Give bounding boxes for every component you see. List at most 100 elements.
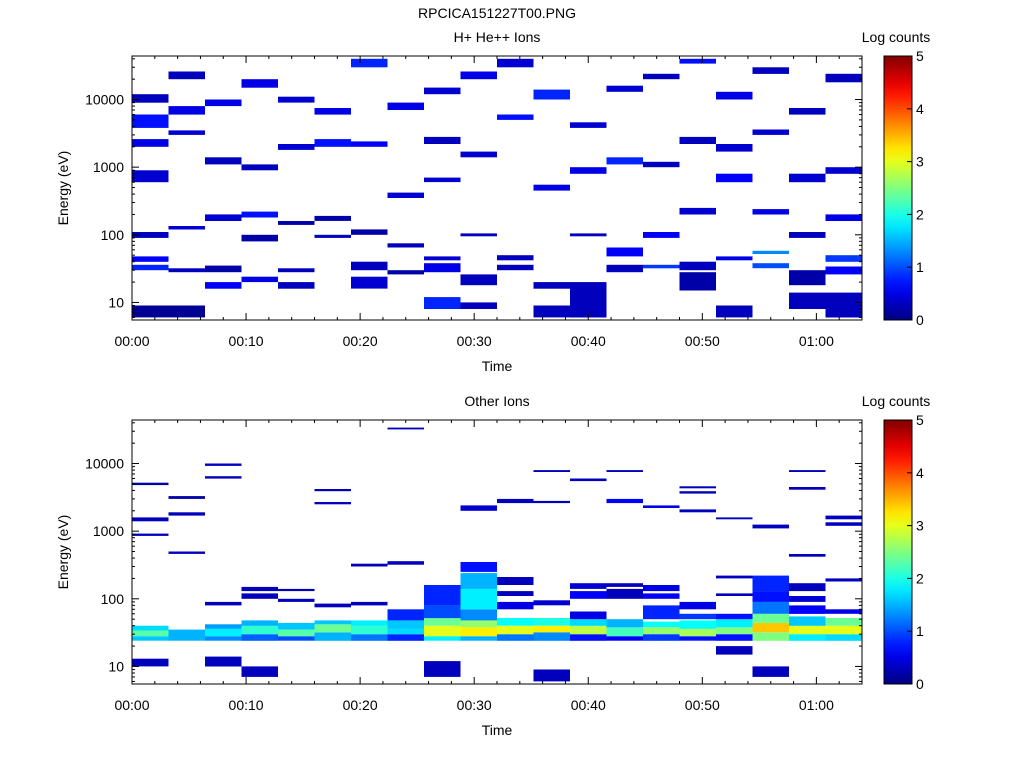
heatmap-cell bbox=[424, 177, 461, 183]
heatmap-cell bbox=[168, 496, 205, 499]
heatmap-cell bbox=[716, 646, 753, 655]
heatmap-cell bbox=[643, 161, 680, 168]
x-tick-label: 00:50 bbox=[685, 333, 720, 349]
heatmap-cell bbox=[424, 625, 461, 637]
heatmap-cell bbox=[132, 232, 169, 238]
heatmap-cell bbox=[387, 192, 424, 198]
heatmap-cell bbox=[424, 661, 461, 677]
heatmap-cell bbox=[314, 632, 351, 641]
heatmap-cell bbox=[205, 601, 242, 606]
heatmap-cell bbox=[168, 226, 205, 230]
heatmap-cell bbox=[570, 625, 607, 635]
x-tick-label: 01:00 bbox=[799, 697, 834, 713]
heatmap-cell bbox=[789, 616, 826, 626]
heatmap-cell bbox=[497, 634, 534, 641]
heatmap-cell bbox=[570, 478, 607, 482]
colorbar-tick-label: 0 bbox=[916, 676, 924, 692]
heatmap-cell bbox=[606, 247, 643, 257]
heatmap-cell bbox=[606, 264, 643, 273]
heatmap-cell bbox=[351, 276, 388, 289]
heatmap-cell bbox=[679, 272, 716, 291]
heatmap-cell bbox=[241, 586, 278, 592]
heatmap-cell bbox=[132, 636, 169, 641]
colorbar-tick-label: 1 bbox=[916, 259, 924, 275]
heatmap-cell bbox=[825, 515, 862, 520]
heatmap-cell bbox=[679, 620, 716, 629]
heatmap-cell bbox=[643, 627, 680, 635]
heatmap-cell bbox=[497, 114, 534, 120]
heatmap-cell bbox=[424, 636, 461, 641]
panel-2: 00:00 00:10 00:20 00:30 00:40 00:50 01:0010100… bbox=[55, 393, 930, 738]
heatmap-cell bbox=[679, 628, 716, 637]
heatmap-cell bbox=[606, 636, 643, 641]
colorbar-label: Log counts bbox=[862, 29, 931, 45]
heatmap-cell bbox=[825, 578, 862, 582]
heatmap-cell bbox=[570, 233, 607, 237]
heatmap-cell bbox=[606, 627, 643, 637]
colorbar-tick-label: 2 bbox=[916, 206, 924, 222]
heatmap-cell bbox=[205, 656, 242, 667]
x-tick-label: 00:10 bbox=[229, 333, 264, 349]
panel-1: 00:00 00:10 00:20 00:30 00:40 00:50 01:0010100… bbox=[55, 29, 930, 374]
heatmap-cell bbox=[387, 561, 424, 565]
heatmap-cell bbox=[533, 600, 570, 606]
heatmap-cell bbox=[168, 629, 205, 641]
heatmap-cell bbox=[679, 636, 716, 641]
x-tick-label: 00:30 bbox=[457, 697, 492, 713]
colorbar-tick-label: 2 bbox=[916, 570, 924, 586]
heatmap-cell bbox=[716, 613, 753, 620]
heatmap-cell bbox=[424, 256, 461, 261]
heatmap-cell bbox=[168, 71, 205, 80]
heatmap-cell bbox=[132, 94, 169, 103]
heatmap-cell bbox=[314, 502, 351, 505]
x-tick-label: 00:00 bbox=[114, 697, 149, 713]
heatmap-cell bbox=[497, 625, 534, 635]
heatmap-cell bbox=[570, 122, 607, 128]
panel-title: H+ He++ Ions bbox=[454, 29, 541, 45]
colorbar: 0 1 2 3 4 5 Log counts bbox=[862, 29, 931, 328]
heatmap-cell bbox=[241, 164, 278, 171]
heatmap-cell bbox=[716, 619, 753, 628]
heatmap-cell bbox=[643, 621, 680, 628]
heatmap-cell bbox=[716, 627, 753, 635]
heatmap-cell bbox=[752, 613, 789, 623]
heatmap-cell bbox=[351, 141, 388, 147]
heatmap-cell bbox=[387, 620, 424, 629]
heatmap-cell bbox=[132, 482, 169, 486]
heatmap-cell bbox=[241, 593, 278, 599]
heatmap-cell bbox=[168, 268, 205, 273]
heatmap-cell bbox=[752, 601, 789, 614]
heatmap-cells bbox=[132, 427, 862, 682]
heatmap-cell bbox=[497, 577, 534, 585]
heatmap-cell bbox=[497, 618, 534, 626]
y-tick-label: 1000 bbox=[93, 159, 124, 175]
heatmap-cell bbox=[460, 562, 497, 572]
heatmap-cell bbox=[241, 276, 278, 283]
heatmap-cell bbox=[606, 583, 643, 587]
heatmap-cell bbox=[424, 585, 461, 606]
y-axis-label: Energy (eV) bbox=[55, 515, 71, 590]
heatmap-cell bbox=[132, 305, 169, 318]
heatmap-cell bbox=[825, 618, 862, 626]
heatmap-cell bbox=[789, 232, 826, 238]
heatmap-cell bbox=[351, 58, 388, 68]
heatmap-cell bbox=[825, 167, 862, 174]
x-tick-label: 00:30 bbox=[457, 333, 492, 349]
heatmap-cell bbox=[825, 255, 862, 262]
heatmap-cell bbox=[789, 108, 826, 115]
heatmap-cell bbox=[424, 605, 461, 619]
heatmap-cell bbox=[606, 498, 643, 504]
heatmap-cell bbox=[460, 71, 497, 80]
y-tick-label: 1000 bbox=[93, 523, 124, 539]
heatmap-cell bbox=[533, 618, 570, 626]
heatmap-cell bbox=[643, 73, 680, 80]
heatmap-cell bbox=[643, 593, 680, 599]
heatmap-cell bbox=[168, 512, 205, 516]
x-tick-label: 00:40 bbox=[571, 333, 606, 349]
heatmap-cell bbox=[570, 282, 607, 318]
heatmap-cell bbox=[387, 102, 424, 110]
heatmap-cell bbox=[570, 167, 607, 174]
heatmap-cell bbox=[278, 629, 315, 637]
heatmap-cell bbox=[789, 625, 826, 635]
heatmap-cell bbox=[351, 563, 388, 567]
